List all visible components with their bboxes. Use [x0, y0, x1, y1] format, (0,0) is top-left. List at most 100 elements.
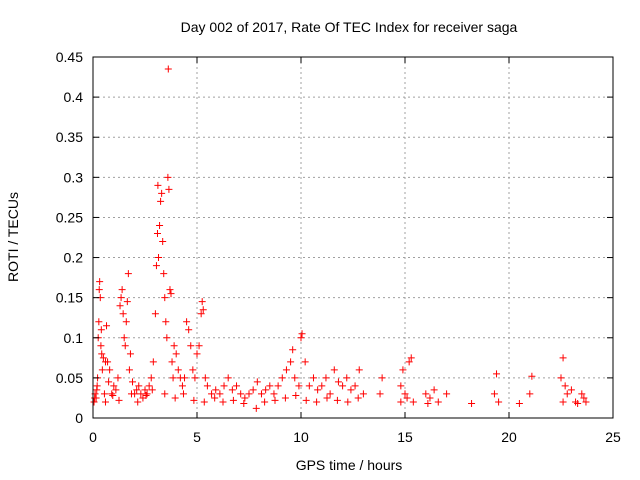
data-point	[274, 382, 282, 390]
data-point	[193, 350, 201, 358]
data-point	[528, 372, 536, 380]
data-point	[153, 229, 161, 237]
data-point	[110, 382, 118, 390]
data-point	[103, 322, 111, 330]
data-point	[515, 400, 523, 408]
data-point	[561, 382, 569, 390]
data-point	[298, 330, 306, 338]
y-tick-label: 0.1	[64, 330, 84, 346]
y-tick-label: 0.15	[56, 290, 83, 306]
data-point	[309, 374, 317, 382]
data-point	[191, 374, 199, 382]
data-point	[399, 366, 407, 374]
data-point	[164, 173, 172, 181]
data-point	[114, 374, 122, 382]
data-point	[559, 398, 567, 406]
data-point	[301, 358, 309, 366]
data-point	[116, 302, 124, 310]
data-point	[257, 390, 265, 398]
data-point	[156, 221, 164, 229]
data-point	[224, 374, 232, 382]
data-point	[245, 390, 253, 398]
data-point	[97, 342, 105, 350]
data-point	[220, 382, 228, 390]
data-point	[95, 318, 103, 326]
data-point	[166, 286, 174, 294]
data-point	[106, 366, 114, 374]
data-point	[582, 398, 590, 406]
data-point	[212, 386, 220, 394]
data-point	[190, 396, 198, 404]
data-point	[405, 358, 413, 366]
data-point	[424, 400, 432, 408]
data-point	[266, 382, 274, 390]
data-point	[229, 396, 237, 404]
y-tick-label: 0.3	[64, 169, 84, 185]
data-point	[174, 366, 182, 374]
data-point	[160, 270, 168, 278]
data-point	[185, 326, 193, 334]
data-point	[401, 390, 409, 398]
x-tick-label: 0	[89, 429, 97, 445]
data-point	[322, 374, 330, 382]
data-point	[142, 392, 150, 400]
data-point	[101, 398, 109, 406]
data-point	[403, 394, 411, 402]
data-point	[165, 185, 173, 193]
data-point	[170, 342, 178, 350]
data-point	[152, 262, 160, 270]
data-point	[426, 394, 434, 402]
data-point	[287, 358, 295, 366]
data-point	[93, 386, 101, 394]
data-point	[164, 65, 172, 73]
data-point	[409, 398, 417, 406]
data-point	[112, 386, 120, 394]
data-point	[278, 374, 286, 382]
data-point	[430, 386, 438, 394]
data-point	[167, 290, 175, 298]
data-point	[147, 374, 155, 382]
data-point	[253, 378, 261, 386]
y-tick-labels: 0 0.05 0.1 0.15 0.2 0.25 0.3 0.35 0.4 0.45	[56, 49, 83, 426]
data-point	[334, 378, 342, 386]
x-tick-labels: 0 5 10 15 20 25	[89, 429, 621, 445]
data-point	[90, 398, 98, 406]
data-point	[201, 374, 209, 382]
data-point	[120, 334, 128, 342]
y-axis-title: ROTI / TECUs	[5, 192, 21, 282]
data-point	[98, 366, 106, 374]
data-point	[468, 400, 476, 408]
data-point	[574, 400, 582, 408]
data-point	[141, 386, 149, 394]
data-point	[149, 358, 157, 366]
data-point	[109, 392, 117, 400]
data-point	[443, 390, 451, 398]
data-point	[355, 366, 363, 374]
data-point	[219, 398, 227, 406]
data-point	[302, 396, 310, 404]
data-point	[104, 358, 112, 366]
data-point	[490, 390, 498, 398]
data-point	[200, 398, 208, 406]
data-point	[289, 346, 297, 354]
data-point	[163, 334, 171, 342]
data-point	[169, 374, 177, 382]
data-point	[161, 294, 169, 302]
data-point	[162, 318, 170, 326]
data-point	[347, 386, 355, 394]
y-tick-label: 0.4	[64, 89, 84, 105]
data-point	[378, 374, 386, 382]
data-point	[172, 350, 180, 358]
y-tick-label: 0.2	[64, 250, 84, 266]
x-tick-label: 25	[605, 429, 621, 445]
data-point	[97, 326, 105, 334]
data-point	[359, 390, 367, 398]
data-point	[240, 400, 248, 408]
data-point	[249, 386, 257, 394]
data-point	[563, 390, 571, 398]
data-point	[115, 396, 123, 404]
data-point	[241, 394, 249, 402]
data-point	[397, 398, 405, 406]
data-point	[351, 382, 359, 390]
data-point	[344, 398, 352, 406]
